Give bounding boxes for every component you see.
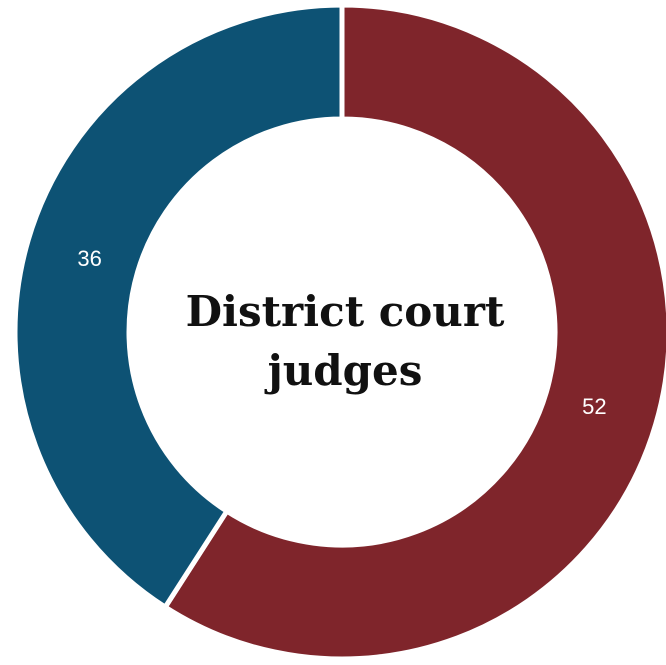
center-title-line-2: judges (264, 346, 423, 395)
slice-52 (161, 2, 666, 662)
slice-36 (12, 2, 345, 611)
center-title-line-1: District court (186, 287, 505, 336)
slice-label-52: 52 (582, 394, 606, 419)
slice-label-36: 36 (77, 246, 101, 271)
slice-labels: 52 36 (77, 246, 606, 419)
donut-slices (12, 2, 666, 662)
